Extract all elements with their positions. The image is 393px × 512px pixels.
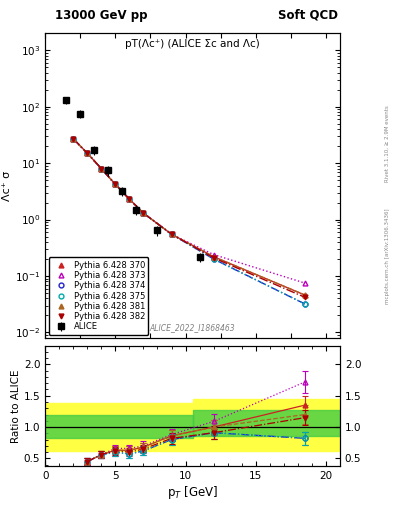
- Pythia 6.428 373: [85, 150, 90, 156]
- Pythia 6.428 374: [113, 181, 118, 187]
- Pythia 6.428 373: [169, 231, 174, 237]
- Text: pT(Λc⁺) (ALICE Σc and Λc): pT(Λc⁺) (ALICE Σc and Λc): [125, 39, 260, 49]
- Pythia 6.428 374: [127, 196, 132, 202]
- Pythia 6.428 382: [211, 255, 216, 261]
- Pythia 6.428 374: [141, 210, 146, 216]
- Pythia 6.428 375: [99, 165, 104, 172]
- Pythia 6.428 374: [169, 231, 174, 237]
- Line: Pythia 6.428 373: Pythia 6.428 373: [71, 136, 307, 286]
- Pythia 6.428 374: [211, 256, 216, 262]
- Text: ALICE_2022_I1868463: ALICE_2022_I1868463: [150, 323, 235, 332]
- Pythia 6.428 370: [211, 253, 216, 260]
- Pythia 6.428 381: [85, 150, 90, 156]
- Pythia 6.428 382: [141, 210, 146, 216]
- Pythia 6.428 374: [99, 165, 104, 172]
- Pythia 6.428 370: [127, 196, 132, 202]
- Pythia 6.428 373: [211, 251, 216, 258]
- Pythia 6.428 370: [85, 150, 90, 156]
- Pythia 6.428 375: [169, 231, 174, 237]
- Pythia 6.428 381: [211, 253, 216, 260]
- Pythia 6.428 373: [141, 210, 146, 216]
- Pythia 6.428 374: [85, 150, 90, 156]
- Y-axis label: Ratio to ALICE: Ratio to ALICE: [11, 369, 21, 442]
- Text: 13000 GeV pp: 13000 GeV pp: [55, 9, 147, 22]
- Pythia 6.428 381: [113, 181, 118, 187]
- Pythia 6.428 382: [85, 150, 90, 156]
- Pythia 6.428 373: [99, 165, 104, 172]
- Pythia 6.428 375: [141, 210, 146, 216]
- Pythia 6.428 381: [127, 196, 132, 202]
- Line: Pythia 6.428 381: Pythia 6.428 381: [71, 136, 307, 297]
- Legend: Pythia 6.428 370, Pythia 6.428 373, Pythia 6.428 374, Pythia 6.428 375, Pythia 6: Pythia 6.428 370, Pythia 6.428 373, Pyth…: [48, 258, 149, 334]
- Pythia 6.428 370: [113, 181, 118, 187]
- Pythia 6.428 381: [99, 165, 104, 172]
- Line: Pythia 6.428 374: Pythia 6.428 374: [71, 136, 307, 306]
- Pythia 6.428 375: [85, 150, 90, 156]
- Pythia 6.428 373: [303, 280, 307, 286]
- Pythia 6.428 370: [141, 210, 146, 216]
- Pythia 6.428 381: [141, 210, 146, 216]
- Line: Pythia 6.428 375: Pythia 6.428 375: [71, 136, 307, 306]
- Pythia 6.428 382: [99, 165, 104, 172]
- Line: Pythia 6.428 370: Pythia 6.428 370: [71, 136, 307, 297]
- Pythia 6.428 382: [71, 136, 75, 142]
- Pythia 6.428 374: [71, 136, 75, 142]
- Pythia 6.428 373: [71, 136, 75, 142]
- Pythia 6.428 370: [99, 165, 104, 172]
- Pythia 6.428 374: [303, 301, 307, 307]
- Text: Rivet 3.1.10, ≥ 2.9M events: Rivet 3.1.10, ≥ 2.9M events: [385, 105, 390, 182]
- Pythia 6.428 375: [211, 256, 216, 262]
- Pythia 6.428 382: [127, 196, 132, 202]
- X-axis label: p$_T$ [GeV]: p$_T$ [GeV]: [167, 483, 218, 501]
- Pythia 6.428 381: [169, 231, 174, 237]
- Pythia 6.428 375: [127, 196, 132, 202]
- Pythia 6.428 382: [113, 181, 118, 187]
- Pythia 6.428 375: [113, 181, 118, 187]
- Line: Pythia 6.428 382: Pythia 6.428 382: [71, 136, 307, 300]
- Pythia 6.428 375: [303, 301, 307, 307]
- Text: mcplots.cern.ch [arXiv:1306.3436]: mcplots.cern.ch [arXiv:1306.3436]: [385, 208, 390, 304]
- Pythia 6.428 381: [71, 136, 75, 142]
- Pythia 6.428 370: [303, 292, 307, 298]
- Pythia 6.428 382: [169, 231, 174, 237]
- Pythia 6.428 382: [303, 294, 307, 301]
- Pythia 6.428 373: [113, 181, 118, 187]
- Pythia 6.428 381: [303, 292, 307, 298]
- Pythia 6.428 370: [169, 231, 174, 237]
- Pythia 6.428 370: [71, 136, 75, 142]
- Pythia 6.428 375: [71, 136, 75, 142]
- Y-axis label: Λc⁺ σ: Λc⁺ σ: [2, 170, 12, 201]
- Text: Soft QCD: Soft QCD: [278, 9, 338, 22]
- Pythia 6.428 373: [127, 196, 132, 202]
